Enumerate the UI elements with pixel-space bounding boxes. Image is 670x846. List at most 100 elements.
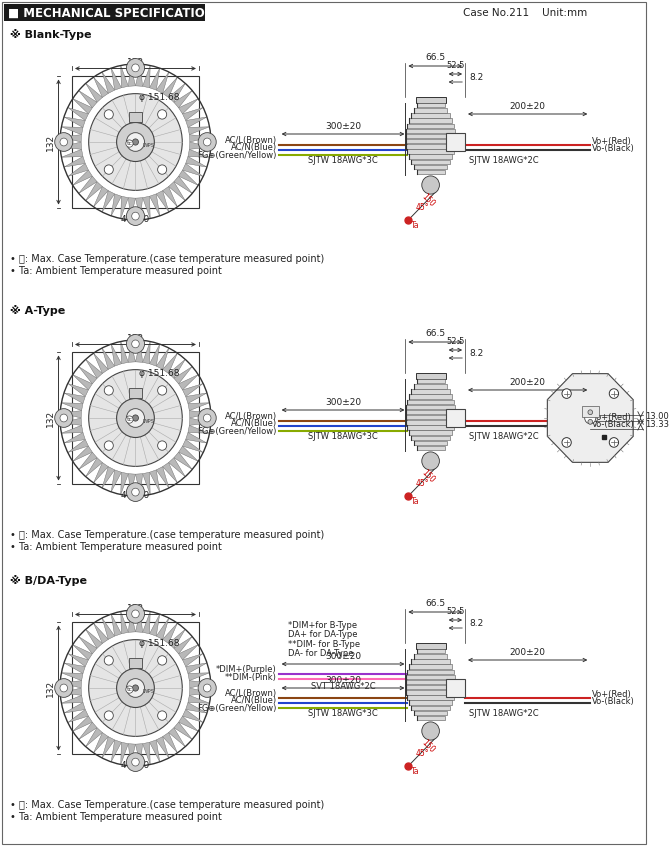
Text: 300±20: 300±20 [325,676,361,685]
Bar [405,134,456,138]
Polygon shape [174,636,192,654]
Text: • Ta: Ambient Temperature measured point: • Ta: Ambient Temperature measured point [9,542,222,552]
Text: 8.2: 8.2 [469,349,483,358]
Circle shape [562,437,572,448]
Polygon shape [174,176,192,194]
Circle shape [117,398,154,437]
Text: • Ⓣ: Max. Case Temperature.(case temperature measured point): • Ⓣ: Max. Case Temperature.(case tempera… [9,254,324,264]
Circle shape [157,165,167,174]
Polygon shape [182,383,203,397]
Bar [411,436,450,440]
Polygon shape [182,439,203,453]
Bar [409,155,452,159]
Polygon shape [135,340,143,362]
Bar [409,118,452,123]
Bar [446,133,465,151]
Polygon shape [73,99,92,114]
Polygon shape [129,64,135,86]
Polygon shape [94,733,109,753]
Polygon shape [68,439,88,453]
Polygon shape [186,432,207,443]
Bar [409,700,452,705]
Polygon shape [68,163,88,177]
Polygon shape [111,614,121,636]
Polygon shape [60,142,82,150]
Polygon shape [86,629,103,648]
Text: AC/L(Brown): AC/L(Brown) [224,136,277,145]
Polygon shape [62,127,83,135]
Text: Vo-(Black): Vo-(Black) [592,420,635,429]
Circle shape [132,758,139,766]
Polygon shape [190,410,211,418]
Polygon shape [86,728,103,747]
Polygon shape [135,64,143,86]
Polygon shape [73,446,92,461]
Text: SVT 18AWG*2C: SVT 18AWG*2C [311,682,375,691]
Polygon shape [86,182,103,201]
Text: 132: 132 [46,134,56,151]
Bar [406,420,455,425]
Polygon shape [179,170,198,185]
Circle shape [204,138,211,146]
Text: WPS: WPS [143,144,155,148]
Text: 150: 150 [419,192,436,208]
Polygon shape [64,117,85,128]
Bar [409,431,452,435]
Circle shape [132,610,139,618]
Circle shape [588,420,592,424]
Polygon shape [64,432,85,443]
Polygon shape [156,190,169,212]
Circle shape [133,415,139,421]
Text: 132: 132 [127,334,144,343]
Text: WPS: WPS [143,420,155,425]
Bar [406,144,455,149]
Text: SJTW 18AWG*2C: SJTW 18AWG*2C [469,432,539,441]
Text: tc: tc [127,417,133,422]
Circle shape [88,94,182,190]
Bar [417,170,445,174]
Circle shape [117,668,154,707]
Circle shape [204,414,211,422]
Text: AC/N(Blue): AC/N(Blue) [230,419,277,428]
Text: 200±20: 200±20 [510,378,545,387]
Polygon shape [62,695,83,703]
Circle shape [55,133,73,151]
Polygon shape [121,612,129,634]
Text: Vo-(Black): Vo-(Black) [592,144,635,153]
Circle shape [132,340,139,348]
Text: **DIM- for B-Type: **DIM- for B-Type [288,640,360,649]
Polygon shape [121,196,129,218]
Circle shape [157,110,167,119]
Bar [407,124,454,128]
Circle shape [105,441,113,450]
Polygon shape [94,463,109,483]
Bar [72,353,199,484]
Polygon shape [188,150,210,157]
Polygon shape [135,474,143,496]
Text: 45°: 45° [416,203,429,212]
Polygon shape [156,467,169,488]
Polygon shape [60,410,82,418]
Text: DA+ for DA-Type: DA+ for DA-Type [288,630,358,639]
Text: 66.5: 66.5 [425,599,446,608]
Bar [414,384,448,388]
Circle shape [133,139,139,146]
Text: 4-φ6.0: 4-φ6.0 [121,761,150,770]
Polygon shape [78,176,97,194]
Polygon shape [111,194,121,216]
Circle shape [105,656,113,665]
Bar [415,643,446,649]
Text: 52.5: 52.5 [446,61,464,70]
Polygon shape [190,142,211,150]
Polygon shape [169,458,185,476]
Polygon shape [68,383,88,397]
Polygon shape [64,702,85,713]
Polygon shape [102,467,115,488]
Text: SJTW 18AWG*3C: SJTW 18AWG*3C [308,709,378,718]
Polygon shape [186,157,207,167]
Bar [129,657,142,668]
Polygon shape [186,393,207,404]
Bar [446,409,465,427]
Polygon shape [73,375,92,390]
Text: 8.2: 8.2 [469,619,483,628]
